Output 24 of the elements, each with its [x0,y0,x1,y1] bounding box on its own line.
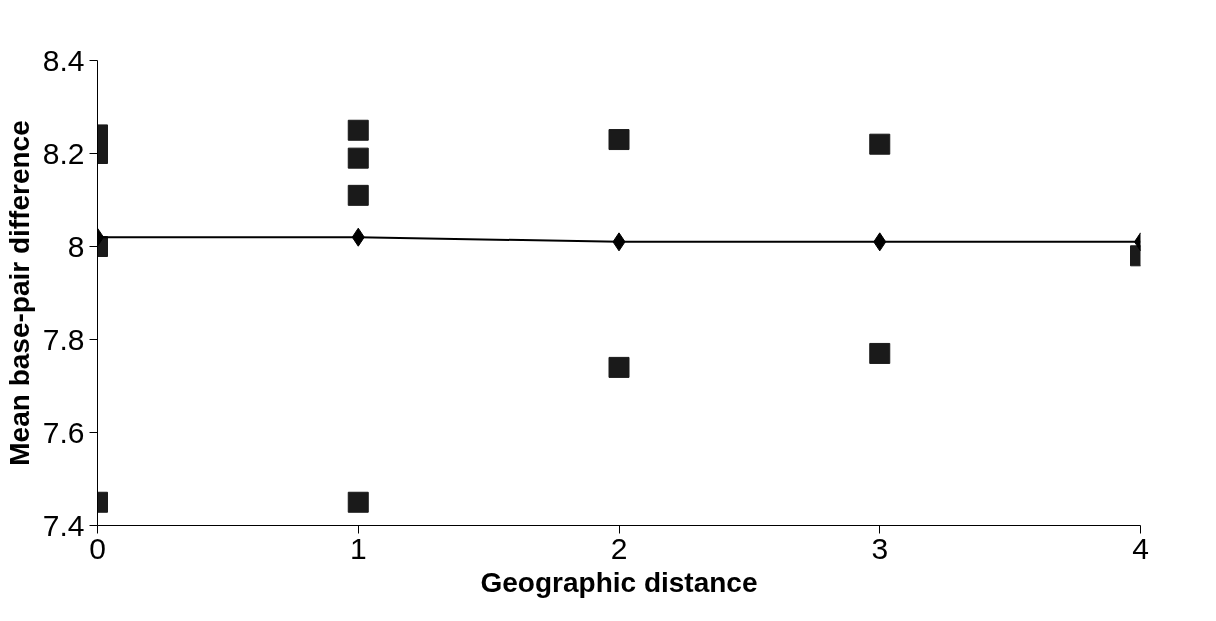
y-tick-label: 8 [67,229,85,263]
point [347,491,369,513]
point [347,119,369,141]
x-tick-label: 0 [89,531,106,565]
y-tick-label: 8.2 [42,136,85,170]
y-tick-label: 7.4 [42,508,85,542]
x-tick-label: 3 [871,531,889,565]
y-axis-title: Mean base-pair difference [3,120,35,466]
point [612,232,626,252]
point [347,147,369,169]
y-tick-label: 7.6 [42,415,85,449]
point [608,129,630,151]
y-tick-label: 7.8 [42,322,85,356]
point [869,342,891,364]
x-tick-label: 2 [610,531,628,565]
point [351,227,365,247]
point [608,356,630,378]
x-tick-label: 1 [349,531,367,565]
point [873,232,887,252]
x-axis-title: Geographic distance [480,566,758,598]
y-tick-label: 8.4 [42,43,85,77]
point [869,133,891,155]
x-tick-label: 4 [1132,531,1149,565]
point [347,184,369,206]
